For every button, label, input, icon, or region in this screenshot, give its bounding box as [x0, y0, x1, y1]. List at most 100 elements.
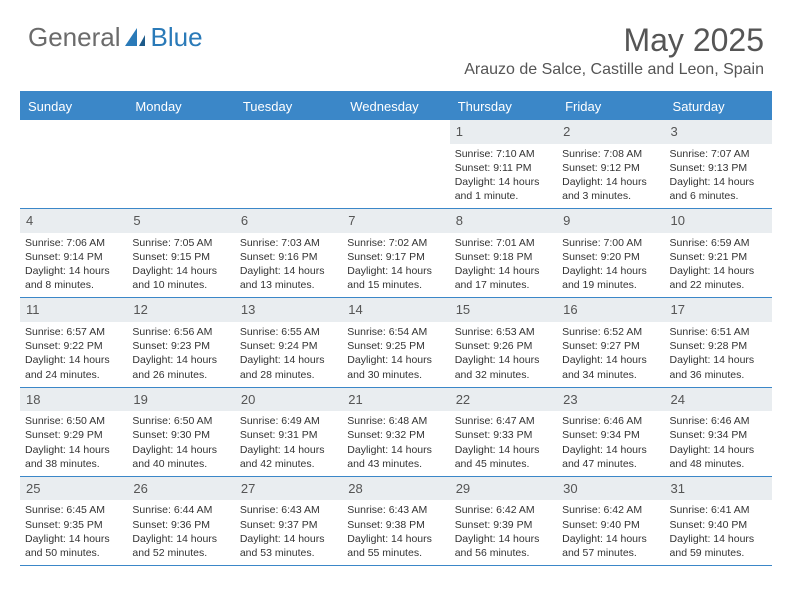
day-details: Sunrise: 6:56 AMSunset: 9:23 PMDaylight:…: [127, 322, 234, 387]
day-details: Sunrise: 6:55 AMSunset: 9:24 PMDaylight:…: [235, 322, 342, 387]
calendar-cell: 9Sunrise: 7:00 AMSunset: 9:20 PMDaylight…: [557, 209, 664, 297]
logo-sail-icon: [123, 26, 149, 50]
day-number: 25: [20, 477, 127, 501]
day-number: 18: [20, 388, 127, 412]
day-details: Sunrise: 7:01 AMSunset: 9:18 PMDaylight:…: [450, 233, 557, 298]
day-details: Sunrise: 7:08 AMSunset: 9:12 PMDaylight:…: [557, 144, 664, 209]
day-number: 29: [450, 477, 557, 501]
calendar-week: 25Sunrise: 6:45 AMSunset: 9:35 PMDayligh…: [20, 477, 772, 566]
day-number: 28: [342, 477, 449, 501]
day-details: Sunrise: 6:44 AMSunset: 9:36 PMDaylight:…: [127, 500, 234, 565]
calendar-cell: 2Sunrise: 7:08 AMSunset: 9:12 PMDaylight…: [557, 120, 664, 208]
day-number: 11: [20, 298, 127, 322]
calendar-cell: 18Sunrise: 6:50 AMSunset: 9:29 PMDayligh…: [20, 388, 127, 476]
day-details: Sunrise: 6:50 AMSunset: 9:30 PMDaylight:…: [127, 411, 234, 476]
calendar-cell: 23Sunrise: 6:46 AMSunset: 9:34 PMDayligh…: [557, 388, 664, 476]
calendar-cell: 1Sunrise: 7:10 AMSunset: 9:11 PMDaylight…: [450, 120, 557, 208]
day-number: 27: [235, 477, 342, 501]
calendar: SundayMondayTuesdayWednesdayThursdayFrid…: [20, 91, 772, 566]
day-number: 17: [665, 298, 772, 322]
calendar-cell: 21Sunrise: 6:48 AMSunset: 9:32 PMDayligh…: [342, 388, 449, 476]
calendar-cell: 6Sunrise: 7:03 AMSunset: 9:16 PMDaylight…: [235, 209, 342, 297]
day-details: Sunrise: 7:10 AMSunset: 9:11 PMDaylight:…: [450, 144, 557, 209]
day-number: 8: [450, 209, 557, 233]
calendar-cell: 16Sunrise: 6:52 AMSunset: 9:27 PMDayligh…: [557, 298, 664, 386]
calendar-cell: 17Sunrise: 6:51 AMSunset: 9:28 PMDayligh…: [665, 298, 772, 386]
day-details: Sunrise: 6:41 AMSunset: 9:40 PMDaylight:…: [665, 500, 772, 565]
calendar-cell: 20Sunrise: 6:49 AMSunset: 9:31 PMDayligh…: [235, 388, 342, 476]
day-details: Sunrise: 6:57 AMSunset: 9:22 PMDaylight:…: [20, 322, 127, 387]
day-header: Monday: [127, 93, 234, 120]
calendar-cell: 7Sunrise: 7:02 AMSunset: 9:17 PMDaylight…: [342, 209, 449, 297]
day-details: Sunrise: 7:05 AMSunset: 9:15 PMDaylight:…: [127, 233, 234, 298]
calendar-cell: 30Sunrise: 6:42 AMSunset: 9:40 PMDayligh…: [557, 477, 664, 565]
calendar-cell: [235, 120, 342, 208]
day-number: 5: [127, 209, 234, 233]
day-details: Sunrise: 7:02 AMSunset: 9:17 PMDaylight:…: [342, 233, 449, 298]
calendar-week: 4Sunrise: 7:06 AMSunset: 9:14 PMDaylight…: [20, 209, 772, 298]
day-number: 10: [665, 209, 772, 233]
calendar-cell: 28Sunrise: 6:43 AMSunset: 9:38 PMDayligh…: [342, 477, 449, 565]
calendar-cell: 3Sunrise: 7:07 AMSunset: 9:13 PMDaylight…: [665, 120, 772, 208]
day-header: Tuesday: [235, 93, 342, 120]
calendar-cell: 11Sunrise: 6:57 AMSunset: 9:22 PMDayligh…: [20, 298, 127, 386]
calendar-cell: 14Sunrise: 6:54 AMSunset: 9:25 PMDayligh…: [342, 298, 449, 386]
calendar-cell: 4Sunrise: 7:06 AMSunset: 9:14 PMDaylight…: [20, 209, 127, 297]
day-details: Sunrise: 6:52 AMSunset: 9:27 PMDaylight:…: [557, 322, 664, 387]
day-details: Sunrise: 6:53 AMSunset: 9:26 PMDaylight:…: [450, 322, 557, 387]
calendar-cell: 5Sunrise: 7:05 AMSunset: 9:15 PMDaylight…: [127, 209, 234, 297]
day-details: Sunrise: 6:46 AMSunset: 9:34 PMDaylight:…: [665, 411, 772, 476]
day-number: 14: [342, 298, 449, 322]
calendar-cell: 8Sunrise: 7:01 AMSunset: 9:18 PMDaylight…: [450, 209, 557, 297]
day-number: 1: [450, 120, 557, 144]
day-details: Sunrise: 6:59 AMSunset: 9:21 PMDaylight:…: [665, 233, 772, 298]
day-number: 22: [450, 388, 557, 412]
day-number: 4: [20, 209, 127, 233]
calendar-cell: [20, 120, 127, 208]
day-header: Sunday: [20, 93, 127, 120]
day-details: Sunrise: 6:47 AMSunset: 9:33 PMDaylight:…: [450, 411, 557, 476]
calendar-week: 1Sunrise: 7:10 AMSunset: 9:11 PMDaylight…: [20, 120, 772, 209]
logo-part2: Blue: [151, 22, 203, 53]
day-details: Sunrise: 7:06 AMSunset: 9:14 PMDaylight:…: [20, 233, 127, 298]
calendar-cell: 29Sunrise: 6:42 AMSunset: 9:39 PMDayligh…: [450, 477, 557, 565]
calendar-cell: 27Sunrise: 6:43 AMSunset: 9:37 PMDayligh…: [235, 477, 342, 565]
day-details: Sunrise: 6:43 AMSunset: 9:37 PMDaylight:…: [235, 500, 342, 565]
day-number: 24: [665, 388, 772, 412]
calendar-week: 11Sunrise: 6:57 AMSunset: 9:22 PMDayligh…: [20, 298, 772, 387]
day-number: 2: [557, 120, 664, 144]
day-number: 6: [235, 209, 342, 233]
day-number: 16: [557, 298, 664, 322]
calendar-cell: [342, 120, 449, 208]
calendar-cell: [127, 120, 234, 208]
day-number: 3: [665, 120, 772, 144]
location: Arauzo de Salce, Castille and Leon, Spai…: [464, 61, 764, 79]
day-details: Sunrise: 6:46 AMSunset: 9:34 PMDaylight:…: [557, 411, 664, 476]
calendar-cell: 26Sunrise: 6:44 AMSunset: 9:36 PMDayligh…: [127, 477, 234, 565]
calendar-cell: 22Sunrise: 6:47 AMSunset: 9:33 PMDayligh…: [450, 388, 557, 476]
day-header: Friday: [557, 93, 664, 120]
day-number: 13: [235, 298, 342, 322]
day-number: 12: [127, 298, 234, 322]
logo: General Blue: [28, 22, 203, 53]
day-number: 15: [450, 298, 557, 322]
page-title: May 2025: [464, 22, 764, 59]
calendar-cell: 15Sunrise: 6:53 AMSunset: 9:26 PMDayligh…: [450, 298, 557, 386]
calendar-cell: 24Sunrise: 6:46 AMSunset: 9:34 PMDayligh…: [665, 388, 772, 476]
day-number: 21: [342, 388, 449, 412]
day-details: Sunrise: 6:45 AMSunset: 9:35 PMDaylight:…: [20, 500, 127, 565]
day-number: 7: [342, 209, 449, 233]
calendar-cell: 13Sunrise: 6:55 AMSunset: 9:24 PMDayligh…: [235, 298, 342, 386]
day-number: 9: [557, 209, 664, 233]
day-details: Sunrise: 6:42 AMSunset: 9:40 PMDaylight:…: [557, 500, 664, 565]
day-details: Sunrise: 7:07 AMSunset: 9:13 PMDaylight:…: [665, 144, 772, 209]
day-number: 23: [557, 388, 664, 412]
calendar-cell: 19Sunrise: 6:50 AMSunset: 9:30 PMDayligh…: [127, 388, 234, 476]
calendar-cell: 25Sunrise: 6:45 AMSunset: 9:35 PMDayligh…: [20, 477, 127, 565]
calendar-week: 18Sunrise: 6:50 AMSunset: 9:29 PMDayligh…: [20, 388, 772, 477]
day-details: Sunrise: 6:50 AMSunset: 9:29 PMDaylight:…: [20, 411, 127, 476]
day-number: 26: [127, 477, 234, 501]
day-details: Sunrise: 7:03 AMSunset: 9:16 PMDaylight:…: [235, 233, 342, 298]
calendar-cell: 31Sunrise: 6:41 AMSunset: 9:40 PMDayligh…: [665, 477, 772, 565]
calendar-cell: 10Sunrise: 6:59 AMSunset: 9:21 PMDayligh…: [665, 209, 772, 297]
